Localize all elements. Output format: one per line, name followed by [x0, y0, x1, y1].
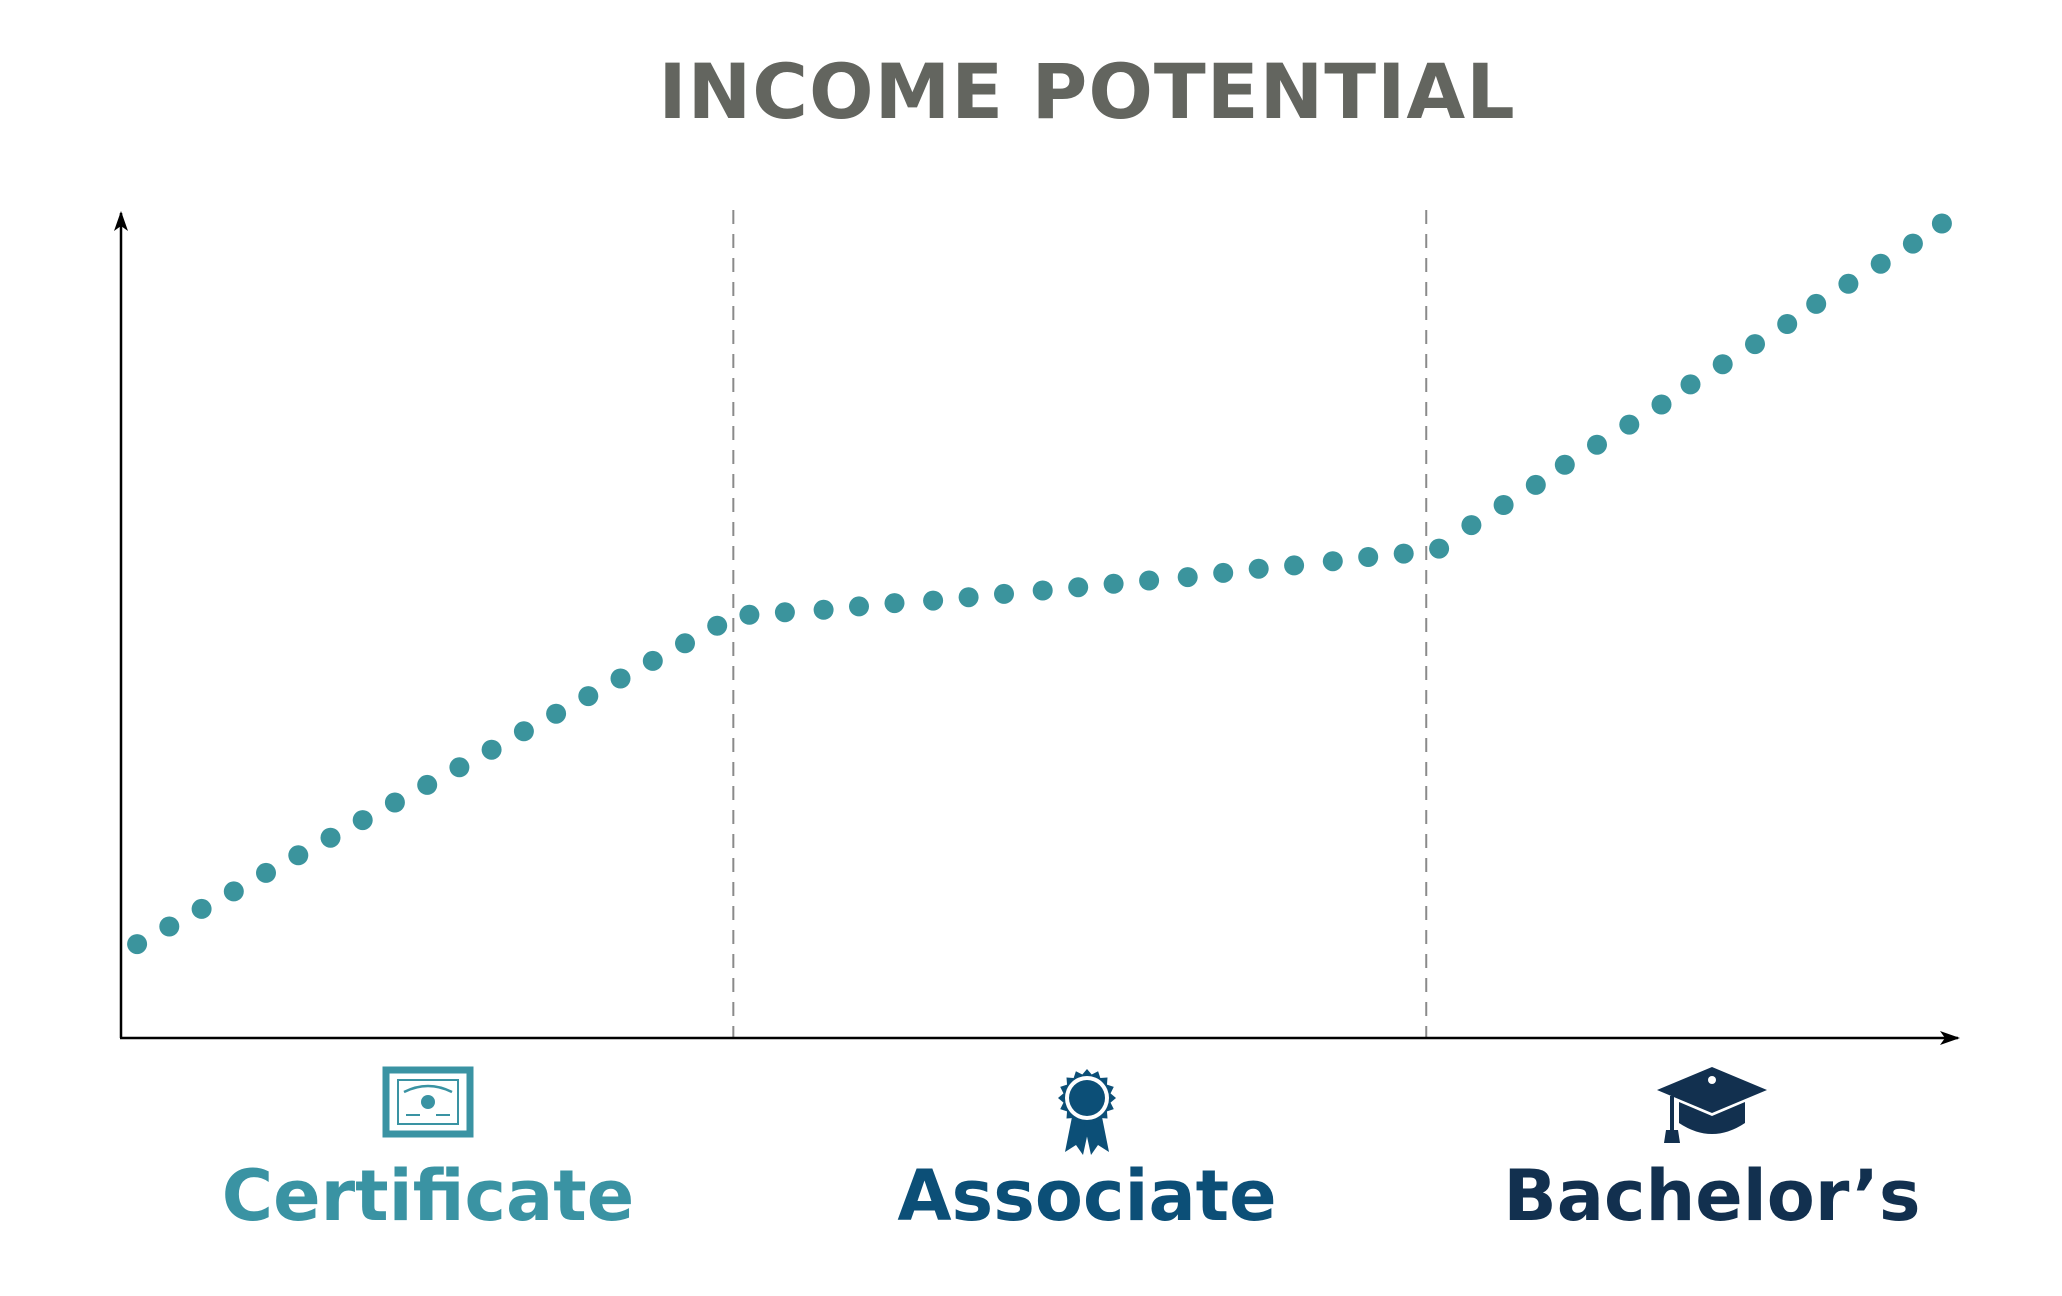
data-point	[578, 686, 599, 707]
data-point	[1838, 273, 1859, 294]
data-point	[1429, 538, 1450, 559]
data-point	[884, 593, 905, 614]
data-point	[707, 615, 728, 636]
category-label-associate: Associate	[897, 1155, 1276, 1237]
data-point	[256, 862, 276, 883]
data-point	[994, 583, 1014, 604]
data-point	[813, 599, 834, 620]
data-point	[546, 703, 567, 724]
data-point	[159, 916, 180, 937]
data-point	[1461, 515, 1482, 536]
graduation-cap-icon	[1657, 1067, 1767, 1143]
data-point	[1587, 434, 1607, 455]
data-point	[958, 587, 979, 608]
data-point	[288, 845, 309, 866]
data-point	[1619, 414, 1640, 435]
income-dots	[127, 213, 1952, 955]
chart-title: INCOME POTENTIAL	[658, 47, 1515, 136]
data-point	[352, 810, 373, 831]
data-point	[1554, 454, 1575, 475]
data-point	[127, 934, 148, 955]
data-point	[610, 668, 631, 689]
data-point	[417, 774, 438, 795]
data-point	[1680, 374, 1701, 395]
data-point	[849, 596, 869, 617]
data-point	[1032, 580, 1053, 601]
data-point	[1103, 573, 1124, 594]
data-point	[1358, 547, 1379, 567]
ribbon-award-icon	[1058, 1069, 1116, 1155]
data-point	[1651, 394, 1672, 415]
data-point	[923, 590, 944, 611]
data-point	[1870, 253, 1891, 274]
data-point	[1068, 577, 1089, 598]
data-point	[774, 602, 795, 623]
data-point	[1248, 558, 1269, 579]
data-point	[1745, 334, 1765, 355]
stage-boundary-lines	[732, 210, 1428, 1038]
data-point	[642, 650, 663, 671]
data-point	[1493, 495, 1514, 515]
data-point	[1139, 570, 1160, 591]
data-point	[320, 827, 341, 848]
data-point	[1213, 562, 1234, 583]
data-point	[513, 721, 534, 742]
data-point	[1177, 567, 1198, 588]
data-point	[1931, 213, 1952, 234]
data-point	[223, 881, 244, 902]
data-point	[1525, 474, 1546, 495]
data-point	[384, 792, 405, 813]
data-point	[1777, 314, 1798, 334]
data-point	[481, 739, 502, 760]
data-point	[1393, 543, 1414, 564]
data-point	[1806, 293, 1827, 314]
data-point	[191, 898, 212, 919]
certificate-icon	[382, 1066, 474, 1138]
data-point	[1322, 551, 1343, 572]
data-point	[1712, 354, 1733, 375]
data-point	[1284, 555, 1305, 576]
data-point	[449, 757, 470, 778]
category-label-certificate: Certificate	[222, 1155, 634, 1237]
data-point	[675, 633, 695, 654]
data-point	[739, 604, 760, 625]
category-label-bachelors: Bachelor’s	[1503, 1155, 1920, 1237]
data-point	[1902, 233, 1923, 254]
